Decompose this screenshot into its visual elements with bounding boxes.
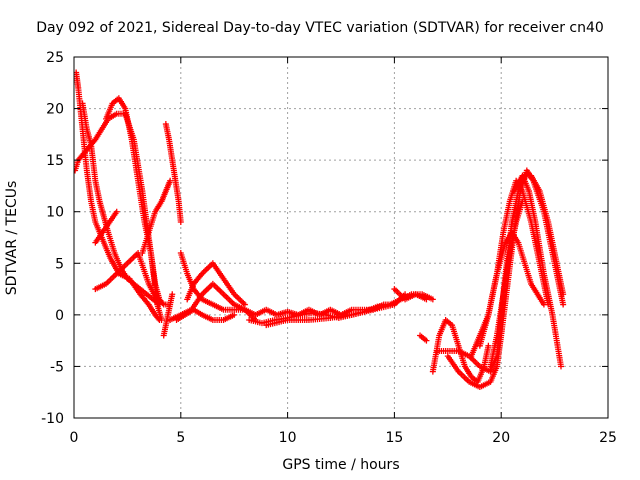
y-tick-label: -10 <box>41 411 64 427</box>
data-point <box>113 208 120 215</box>
series-arc12 <box>184 260 248 308</box>
data-point <box>241 301 248 308</box>
plot-frame <box>73 56 609 419</box>
chart-title: Day 092 of 2021, Sidereal Day-to-day VTE… <box>36 20 604 36</box>
series-arc8 <box>162 121 184 226</box>
x-axis-label: GPS time / hours <box>282 457 400 473</box>
series-arc7 <box>139 177 174 256</box>
data-point <box>423 337 430 344</box>
series-arc13 <box>173 306 238 324</box>
y-tick-label: 25 <box>46 50 64 66</box>
series-arc4 <box>92 249 163 308</box>
data-point <box>167 177 174 184</box>
axis-ticks: 0 5 10 15 20 25 -10 -5 0 5 10 15 20 25 <box>41 50 617 446</box>
x-tick-label: 5 <box>176 430 185 446</box>
series-arc17 <box>391 286 430 303</box>
data-point <box>159 300 166 307</box>
data-point <box>545 301 552 308</box>
y-tick-label: -5 <box>50 359 64 375</box>
data-point <box>485 342 492 349</box>
series-arc16 <box>263 291 409 329</box>
series-arc5 <box>103 95 171 308</box>
data-point <box>169 291 176 298</box>
series-arc23 <box>476 177 552 349</box>
series-arc2 <box>74 69 163 324</box>
data-point <box>155 315 162 322</box>
data-point <box>402 291 409 298</box>
y-axis-label: SDTVAR / TECUs <box>4 180 20 296</box>
data-point <box>231 311 238 318</box>
x-tick-label: 25 <box>599 430 617 446</box>
data-point <box>156 317 163 324</box>
series-arc6 <box>92 208 120 246</box>
y-tick-label: 20 <box>46 102 64 118</box>
data-point <box>560 291 567 298</box>
x-tick-label: 15 <box>385 430 403 446</box>
data-point <box>423 296 430 303</box>
y-tick-label: 5 <box>55 256 64 272</box>
data-point <box>177 219 184 226</box>
series-arc18 <box>417 332 430 344</box>
x-tick-label: 0 <box>70 430 79 446</box>
grid <box>74 57 608 418</box>
data-point <box>519 198 526 205</box>
data-point <box>558 363 565 370</box>
y-tick-label: 15 <box>46 153 64 169</box>
x-tick-label: 20 <box>492 430 510 446</box>
y-tick-label: 0 <box>55 308 64 324</box>
data-point <box>560 301 567 308</box>
y-tick-label: 10 <box>46 205 64 221</box>
x-tick-label: 10 <box>279 430 297 446</box>
data-points <box>74 69 567 391</box>
data-point <box>429 296 436 303</box>
series-arc9 <box>160 291 176 339</box>
series-arc25 <box>511 172 567 298</box>
series-arc24 <box>487 198 526 370</box>
